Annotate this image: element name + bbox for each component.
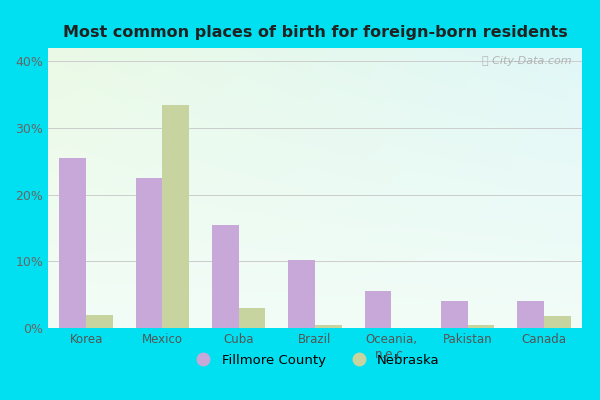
Bar: [544, 316, 571, 328]
Bar: [136, 178, 163, 328]
Bar: [59, 158, 86, 328]
Bar: [86, 315, 113, 328]
Bar: [441, 301, 467, 328]
Bar: [212, 225, 239, 328]
Bar: [315, 325, 342, 328]
Bar: [163, 105, 189, 328]
Legend: Fillmore County, Nebraska: Fillmore County, Nebraska: [185, 348, 445, 372]
Title: Most common places of birth for foreign-born residents: Most common places of birth for foreign-…: [62, 25, 568, 40]
Bar: [289, 260, 315, 328]
Text: ⓘ City-Data.com: ⓘ City-Data.com: [482, 56, 571, 66]
Bar: [365, 291, 391, 328]
Bar: [517, 301, 544, 328]
Bar: [239, 308, 265, 328]
Bar: [467, 325, 494, 328]
